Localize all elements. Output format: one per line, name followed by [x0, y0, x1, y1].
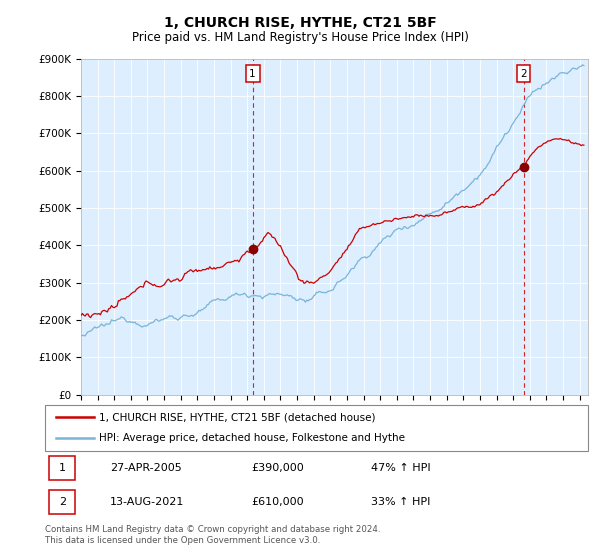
FancyBboxPatch shape — [45, 405, 588, 451]
Text: 1: 1 — [59, 463, 66, 473]
Text: Price paid vs. HM Land Registry's House Price Index (HPI): Price paid vs. HM Land Registry's House … — [131, 31, 469, 44]
Text: 2: 2 — [59, 497, 66, 507]
Text: 1, CHURCH RISE, HYTHE, CT21 5BF: 1, CHURCH RISE, HYTHE, CT21 5BF — [164, 16, 436, 30]
Text: 2: 2 — [520, 69, 527, 79]
FancyBboxPatch shape — [49, 489, 76, 514]
Text: 1: 1 — [249, 69, 256, 79]
Text: 47% ↑ HPI: 47% ↑ HPI — [371, 463, 430, 473]
FancyBboxPatch shape — [49, 455, 76, 480]
Text: £610,000: £610,000 — [251, 497, 304, 507]
Text: £390,000: £390,000 — [251, 463, 304, 473]
Text: Contains HM Land Registry data © Crown copyright and database right 2024.
This d: Contains HM Land Registry data © Crown c… — [45, 525, 380, 545]
Text: HPI: Average price, detached house, Folkestone and Hythe: HPI: Average price, detached house, Folk… — [100, 433, 406, 444]
Text: 27-APR-2005: 27-APR-2005 — [110, 463, 182, 473]
Text: 1, CHURCH RISE, HYTHE, CT21 5BF (detached house): 1, CHURCH RISE, HYTHE, CT21 5BF (detache… — [100, 412, 376, 422]
Text: 13-AUG-2021: 13-AUG-2021 — [110, 497, 185, 507]
Text: 33% ↑ HPI: 33% ↑ HPI — [371, 497, 430, 507]
